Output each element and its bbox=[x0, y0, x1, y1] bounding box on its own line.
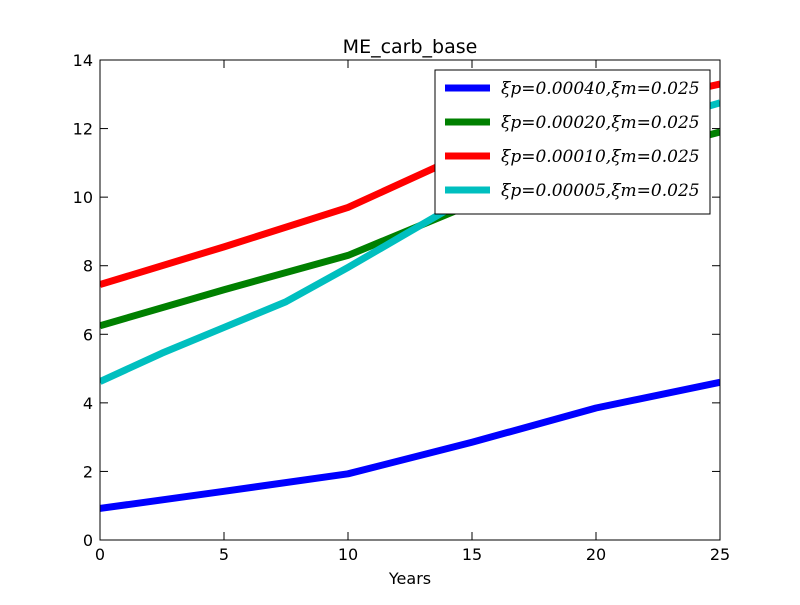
y-tick-label: 12 bbox=[73, 120, 93, 139]
y-tick-label: 2 bbox=[83, 462, 93, 481]
y-tick-label: 0 bbox=[83, 531, 93, 550]
x-tick-label: 15 bbox=[462, 545, 482, 564]
legend-label-3: ξp=0.00010,ξm=0.025 bbox=[501, 147, 700, 167]
axis-tick-labels: 0 5 10 15 20 25 0 2 4 6 8 10 12 14 bbox=[73, 51, 731, 564]
legend-label-4: ξp=0.00005,ξm=0.025 bbox=[501, 181, 700, 201]
plot-frame bbox=[99, 59, 721, 541]
legend: ξp=0.00040,ξm=0.025 ξp=0.00020,ξm=0.025 ξp… bbox=[434, 69, 711, 215]
x-tick-label: 10 bbox=[338, 545, 358, 564]
x-axis-label: Years bbox=[388, 569, 431, 588]
y-tick-label: 4 bbox=[83, 394, 93, 413]
x-tick-label: 25 bbox=[710, 545, 730, 564]
y-tick-label: 6 bbox=[83, 325, 93, 344]
legend-label-2: ξp=0.00020,ξm=0.025 bbox=[501, 113, 700, 133]
x-tick-label: 5 bbox=[219, 545, 229, 564]
y-tick-label: 14 bbox=[73, 51, 93, 70]
x-tick-label: 0 bbox=[95, 545, 105, 564]
axis-ticks bbox=[99, 59, 721, 541]
y-tick-label: 10 bbox=[73, 188, 93, 207]
x-tick-label: 20 bbox=[586, 545, 606, 564]
y-tick-label: 8 bbox=[83, 257, 93, 276]
legend-label-1: ξp=0.00040,ξm=0.025 bbox=[501, 79, 700, 99]
series-line-1 bbox=[100, 378, 720, 512]
chart-title: ME_carb_base bbox=[343, 36, 478, 58]
